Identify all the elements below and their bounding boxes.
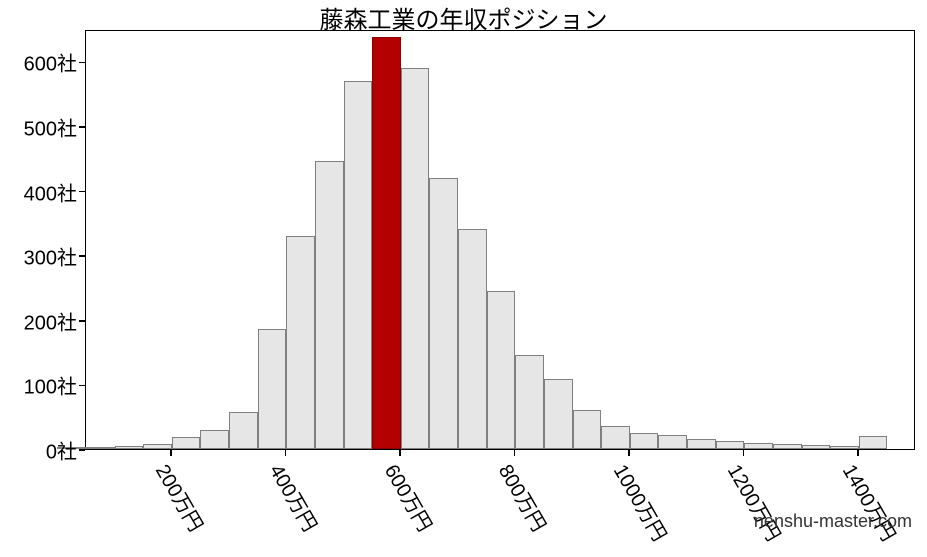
histogram-bar	[802, 445, 831, 449]
x-tick-mark	[857, 450, 859, 456]
x-tick-mark	[514, 450, 516, 456]
histogram-bar	[229, 412, 258, 449]
x-tick-label: 200万円	[150, 458, 212, 536]
x-tick-label: 1200万円	[722, 458, 789, 546]
histogram-bar	[200, 430, 229, 449]
histogram-chart: 藤森工業の年収ポジション 0社100社200社300社400社500社600社2…	[0, 0, 927, 557]
x-tick-label: 400万円	[264, 458, 326, 536]
histogram-bar	[86, 447, 115, 449]
y-tick-mark	[79, 191, 85, 193]
histogram-bar	[344, 81, 373, 449]
x-tick-label: 1400万円	[837, 458, 904, 546]
histogram-bar	[143, 444, 172, 449]
y-tick-mark	[79, 126, 85, 128]
y-tick-mark	[79, 449, 85, 451]
histogram-bar	[573, 410, 602, 449]
histogram-bar	[429, 178, 458, 449]
histogram-bar	[515, 355, 544, 449]
y-tick-label: 400社	[7, 177, 77, 206]
y-tick-mark	[79, 385, 85, 387]
histogram-bar	[286, 236, 315, 449]
credit-text: nenshu-master.com	[754, 511, 912, 532]
y-tick-label: 300社	[7, 242, 77, 271]
y-tick-label: 600社	[7, 48, 77, 77]
y-tick-mark	[79, 62, 85, 64]
histogram-bar	[830, 446, 859, 449]
histogram-bar	[258, 329, 287, 449]
histogram-bar	[601, 426, 630, 449]
histogram-bar	[773, 444, 802, 449]
y-tick-label: 0社	[7, 436, 77, 465]
plot-area	[85, 30, 915, 450]
histogram-bar	[401, 68, 430, 449]
histogram-bar	[115, 446, 144, 449]
x-tick-mark	[628, 450, 630, 456]
histogram-bar	[544, 379, 573, 449]
histogram-bar	[658, 435, 687, 449]
histogram-bar	[172, 437, 201, 449]
histogram-bar	[716, 441, 745, 449]
y-tick-mark	[79, 320, 85, 322]
histogram-bar	[315, 161, 344, 449]
y-tick-label: 100社	[7, 371, 77, 400]
highlight-bar	[372, 37, 401, 449]
x-tick-label: 800万円	[493, 458, 555, 536]
x-tick-mark	[170, 450, 172, 456]
histogram-bar	[744, 443, 773, 449]
histogram-bar	[630, 433, 659, 449]
x-tick-mark	[285, 450, 287, 456]
x-tick-label: 600万円	[379, 458, 441, 536]
histogram-bar	[687, 439, 716, 449]
histogram-bar	[487, 291, 516, 449]
histogram-bar	[458, 229, 487, 449]
y-tick-label: 500社	[7, 112, 77, 141]
x-tick-label: 1000万円	[608, 458, 675, 546]
x-tick-mark	[399, 450, 401, 456]
x-tick-mark	[743, 450, 745, 456]
histogram-bar	[859, 436, 888, 449]
y-tick-label: 200社	[7, 306, 77, 335]
y-tick-mark	[79, 255, 85, 257]
